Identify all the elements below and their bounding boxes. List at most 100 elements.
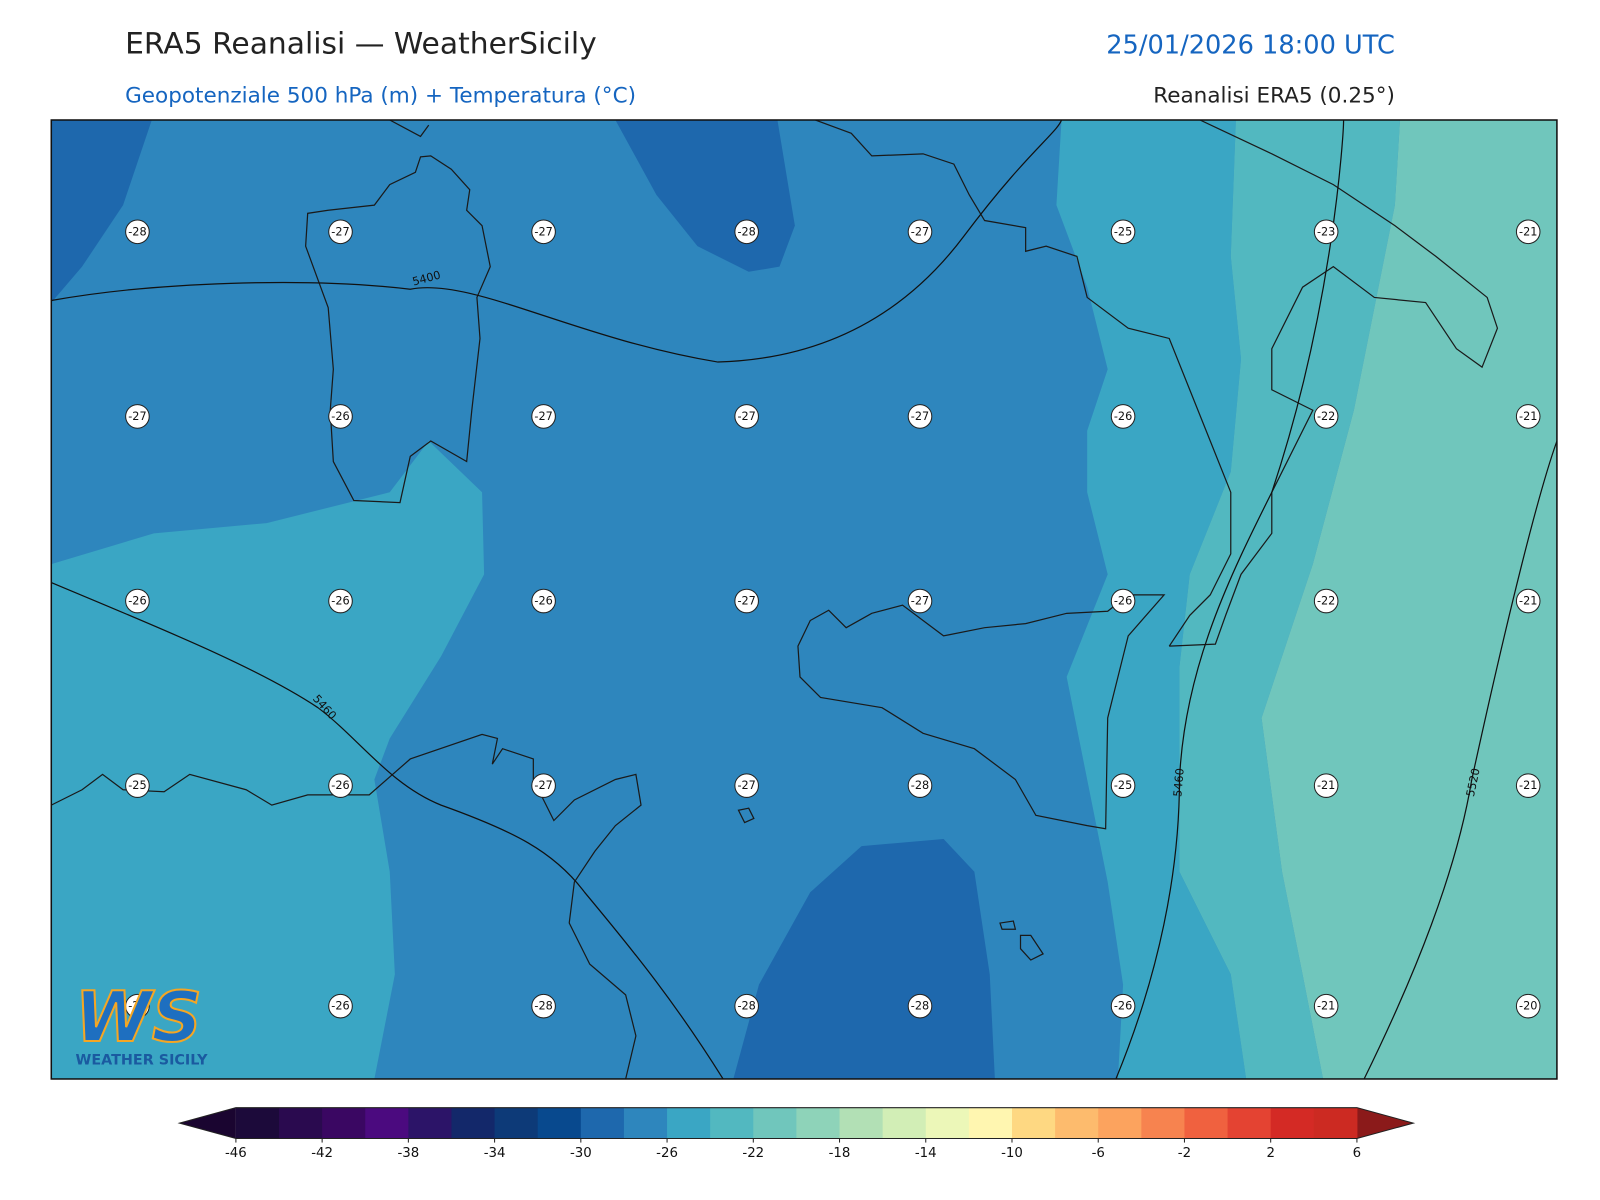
colorbar-segment [882,1107,927,1139]
colorbar-segment [1227,1107,1272,1139]
colorbar-tick-label: -38 [397,1146,419,1161]
temperature-marker [1313,588,1339,614]
colorbar-segment [1011,1107,1056,1139]
temperature-marker [907,404,933,429]
temperature-label: -21 [1317,1000,1335,1013]
map-frame [50,119,1558,1080]
temperature-marker [1110,773,1136,798]
coastline [1169,119,1499,647]
temperature-marker [125,219,150,245]
field [1179,119,1400,1079]
colorbar-tick-label: 2 [1266,1146,1274,1161]
coastline [737,807,1044,961]
temperature-label: -26 [128,1000,146,1013]
colorbar-segment [623,1107,668,1139]
colorbar-segment [279,1107,323,1139]
colorbar-segment [796,1107,841,1139]
colorbar-tick-label: -10 [1001,1146,1023,1161]
contour-line [1363,440,1557,1079]
temperature-marker [907,993,933,1019]
temperature-label: -21 [1519,595,1537,608]
colorbar-segment [408,1107,452,1139]
temperature-marker [531,993,556,1019]
temperature-marker [125,588,150,614]
colorbar-segment [365,1107,409,1139]
colorbar-extension [1356,1107,1414,1139]
colorbar-segment [925,1107,970,1139]
temperature-label: -26 [1114,410,1132,423]
temperature-label: -23 [1317,225,1335,238]
colorbar-tick-label: -22 [742,1146,764,1161]
contour-label: 5520 [1464,767,1483,798]
temperature-label: -27 [128,410,146,423]
temperature-label: -21 [1519,410,1537,423]
temperature-label: -26 [1114,595,1132,608]
colorbar-tick-label: -18 [829,1146,851,1161]
source: Reanalisi ERA5 (0.25°) [1153,84,1395,109]
temperature-marker [125,404,150,429]
contour-line [51,581,724,1079]
temperature-label: -26 [1114,1000,1132,1013]
colorbar-segment [537,1107,582,1139]
temperature-label: -25 [1114,225,1132,238]
colorbar-segment [580,1107,625,1139]
temperature-labels: -28 -27 -27 -28 -27 -25 -23 -21 -27 -26 -27 -27 -27 -… [125,219,1541,1019]
temperature-marker [1313,404,1339,429]
coastline [51,733,642,1079]
temperature-marker [907,219,933,245]
temperature-label: -27 [911,225,929,238]
temperature-marker [125,773,150,798]
contour-line [51,119,1063,363]
temperature-marker [328,993,353,1019]
temperature-marker [1110,588,1136,614]
temperature-label: -20 [1519,1000,1537,1013]
temperature-label: -26 [331,595,349,608]
temperature-label: -25 [128,779,146,792]
logo-mark: WS [75,977,202,1058]
temperature-label: -22 [1317,595,1335,608]
coastline [389,119,430,138]
temperature-label: -27 [534,225,552,238]
temperature-marker [907,773,933,798]
temperature-marker [734,219,759,245]
datetime: 25/01/2026 18:00 UTC [1106,30,1395,60]
colorbar-extension [179,1107,236,1139]
temperature-label: -26 [331,779,349,792]
colorbar-tick-label: -14 [915,1146,937,1161]
colorbar-tick-label: 6 [1353,1146,1361,1161]
temperature-marker [1515,773,1541,798]
colorbar-segment [451,1107,496,1139]
colorbar-segment [1313,1107,1358,1139]
coastline [305,155,491,504]
colorbar-segment [235,1107,280,1139]
temperature-label: -21 [1519,225,1537,238]
temperature-label: -22 [1317,410,1335,423]
temperature-marker [1110,404,1136,429]
colorbar-tick-label: -42 [311,1146,333,1161]
subtitle: Geopotenziale 500 hPa (m) + Temperatura … [125,84,636,109]
temperature-label: -26 [534,595,552,608]
field [1261,119,1557,1079]
temperature-marker [328,588,353,614]
temperature-label: -27 [911,595,929,608]
temperature-marker [1515,404,1541,429]
temperature-label: -27 [534,779,552,792]
temperature-marker [328,219,353,245]
temperature-marker [1110,219,1136,245]
temperature-label: -27 [737,779,755,792]
temperature-label: -26 [331,1000,349,1013]
field [1056,119,1247,1079]
colorbar-tick-label: -34 [484,1146,506,1161]
temperature-label: -26 [128,595,146,608]
temperature-marker [1110,993,1136,1019]
colorbar-tick-label: -46 [225,1146,247,1161]
contour-label: 5460 [1171,768,1186,798]
temperature-marker [1515,993,1541,1019]
colorbar-segment [1184,1107,1229,1139]
colorbar-tick-label: -6 [1092,1146,1105,1161]
colorbar-segment [1055,1107,1099,1139]
temperature-label: -28 [911,1000,929,1013]
temperature-marker [531,773,556,798]
temperature-marker [1313,219,1339,245]
